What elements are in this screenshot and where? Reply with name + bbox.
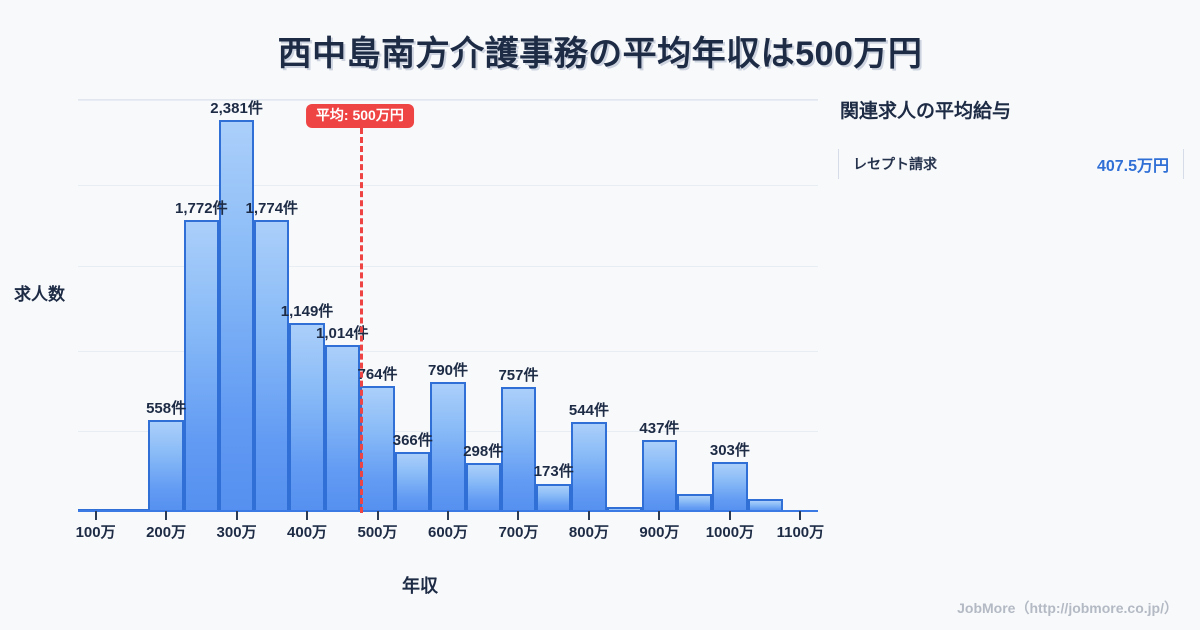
bar-value-label: 544件 xyxy=(568,402,609,420)
bar[interactable] xyxy=(712,462,748,512)
bar-value-label: 173件 xyxy=(533,463,574,481)
bar[interactable] xyxy=(324,344,360,512)
bar-value-label: 437件 xyxy=(639,419,680,437)
x-axis-tick-label: 100万 xyxy=(75,524,116,541)
bar[interactable] xyxy=(500,387,537,512)
bar[interactable] xyxy=(218,119,255,512)
bar-value-label: 1,014件 xyxy=(316,324,369,342)
x-axis-tick-label: 1000万 xyxy=(705,524,755,541)
bar-value-label: 2,381件 xyxy=(210,99,263,117)
x-axis-tick xyxy=(94,511,97,520)
bar[interactable] xyxy=(641,439,678,512)
x-axis-tick xyxy=(799,511,802,520)
bar-value-label: 558件 xyxy=(146,400,187,418)
histogram-chart: 求人数 558件 1,772件 2,381件 1,774件 1,149件 1,014件 76… xyxy=(14,99,825,596)
bar[interactable] xyxy=(606,507,642,512)
x-axis-tick xyxy=(658,511,661,520)
related-salary-panel: 関連求人の平均給与 レセプト請求 407.5万円 xyxy=(838,96,1184,179)
bar[interactable] xyxy=(148,420,184,512)
gridline xyxy=(78,100,818,101)
x-axis-tick-label: 1100万 xyxy=(776,524,825,541)
gridline xyxy=(78,351,818,352)
x-axis-tick xyxy=(587,511,590,520)
gridline xyxy=(78,185,818,186)
x-axis-tick xyxy=(447,511,449,520)
x-axis-tick xyxy=(728,511,731,520)
bar[interactable] xyxy=(359,386,396,512)
bar[interactable] xyxy=(430,381,466,512)
bar-value-label: 303件 xyxy=(709,442,750,460)
average-badge: 平均: 500万円 xyxy=(305,104,414,129)
bar-value-label: 757件 xyxy=(498,367,539,385)
related-salary-label: レセプト請求 xyxy=(853,156,937,172)
average-vline xyxy=(359,128,363,513)
bar[interactable] xyxy=(465,462,501,512)
bar[interactable] xyxy=(747,498,783,512)
x-axis-tick-label: 900万 xyxy=(639,524,680,541)
bar-value-label: 366件 xyxy=(392,431,433,449)
x-axis-title: 年収 xyxy=(402,576,438,596)
bar-value-label: 1,774件 xyxy=(245,199,299,217)
bar-value-label: 790件 xyxy=(427,361,469,379)
x-axis-tick-label: 400万 xyxy=(287,524,328,541)
bar-value-label: 1,149件 xyxy=(280,302,334,320)
bar[interactable] xyxy=(254,219,290,512)
footer-attribution: JobMore（http://jobmore.co.jp/） xyxy=(957,600,1178,616)
bar-value-label: 764件 xyxy=(357,366,398,384)
bar[interactable] xyxy=(536,483,572,512)
bar[interactable] xyxy=(395,451,431,512)
related-salary-row[interactable]: レセプト請求 407.5万円 xyxy=(838,149,1184,179)
related-salary-title: 関連求人の平均給与 xyxy=(840,101,1012,122)
page-title: 西中島南方介護事務の平均年収は500万円 xyxy=(277,35,923,73)
bar[interactable] xyxy=(183,219,219,512)
x-axis-tick xyxy=(165,511,168,520)
bar-value-label: 1,772件 xyxy=(175,199,228,217)
bar[interactable] xyxy=(677,493,713,512)
x-axis-tick-label: 200万 xyxy=(146,524,187,541)
x-axis-tick-label: 500万 xyxy=(357,524,398,541)
x-axis-tick xyxy=(376,511,379,520)
y-axis-title: 求人数 xyxy=(14,285,65,304)
x-axis-tick xyxy=(306,511,309,520)
gridline xyxy=(78,266,818,267)
related-salary-value: 407.5万円 xyxy=(1096,158,1169,175)
x-axis-tick-label: 300万 xyxy=(216,524,257,541)
x-axis-tick-label: 700万 xyxy=(498,524,539,541)
related-salary-list: レセプト請求 407.5万円 xyxy=(838,149,1184,179)
bar[interactable] xyxy=(571,422,607,512)
x-axis-tick-label: 800万 xyxy=(568,524,609,541)
x-axis-tick xyxy=(235,511,238,520)
x-axis-tick-label: 600万 xyxy=(427,524,469,541)
bar-value-label: 298件 xyxy=(463,442,504,460)
bar[interactable] xyxy=(289,322,325,512)
x-axis-tick xyxy=(517,511,520,520)
